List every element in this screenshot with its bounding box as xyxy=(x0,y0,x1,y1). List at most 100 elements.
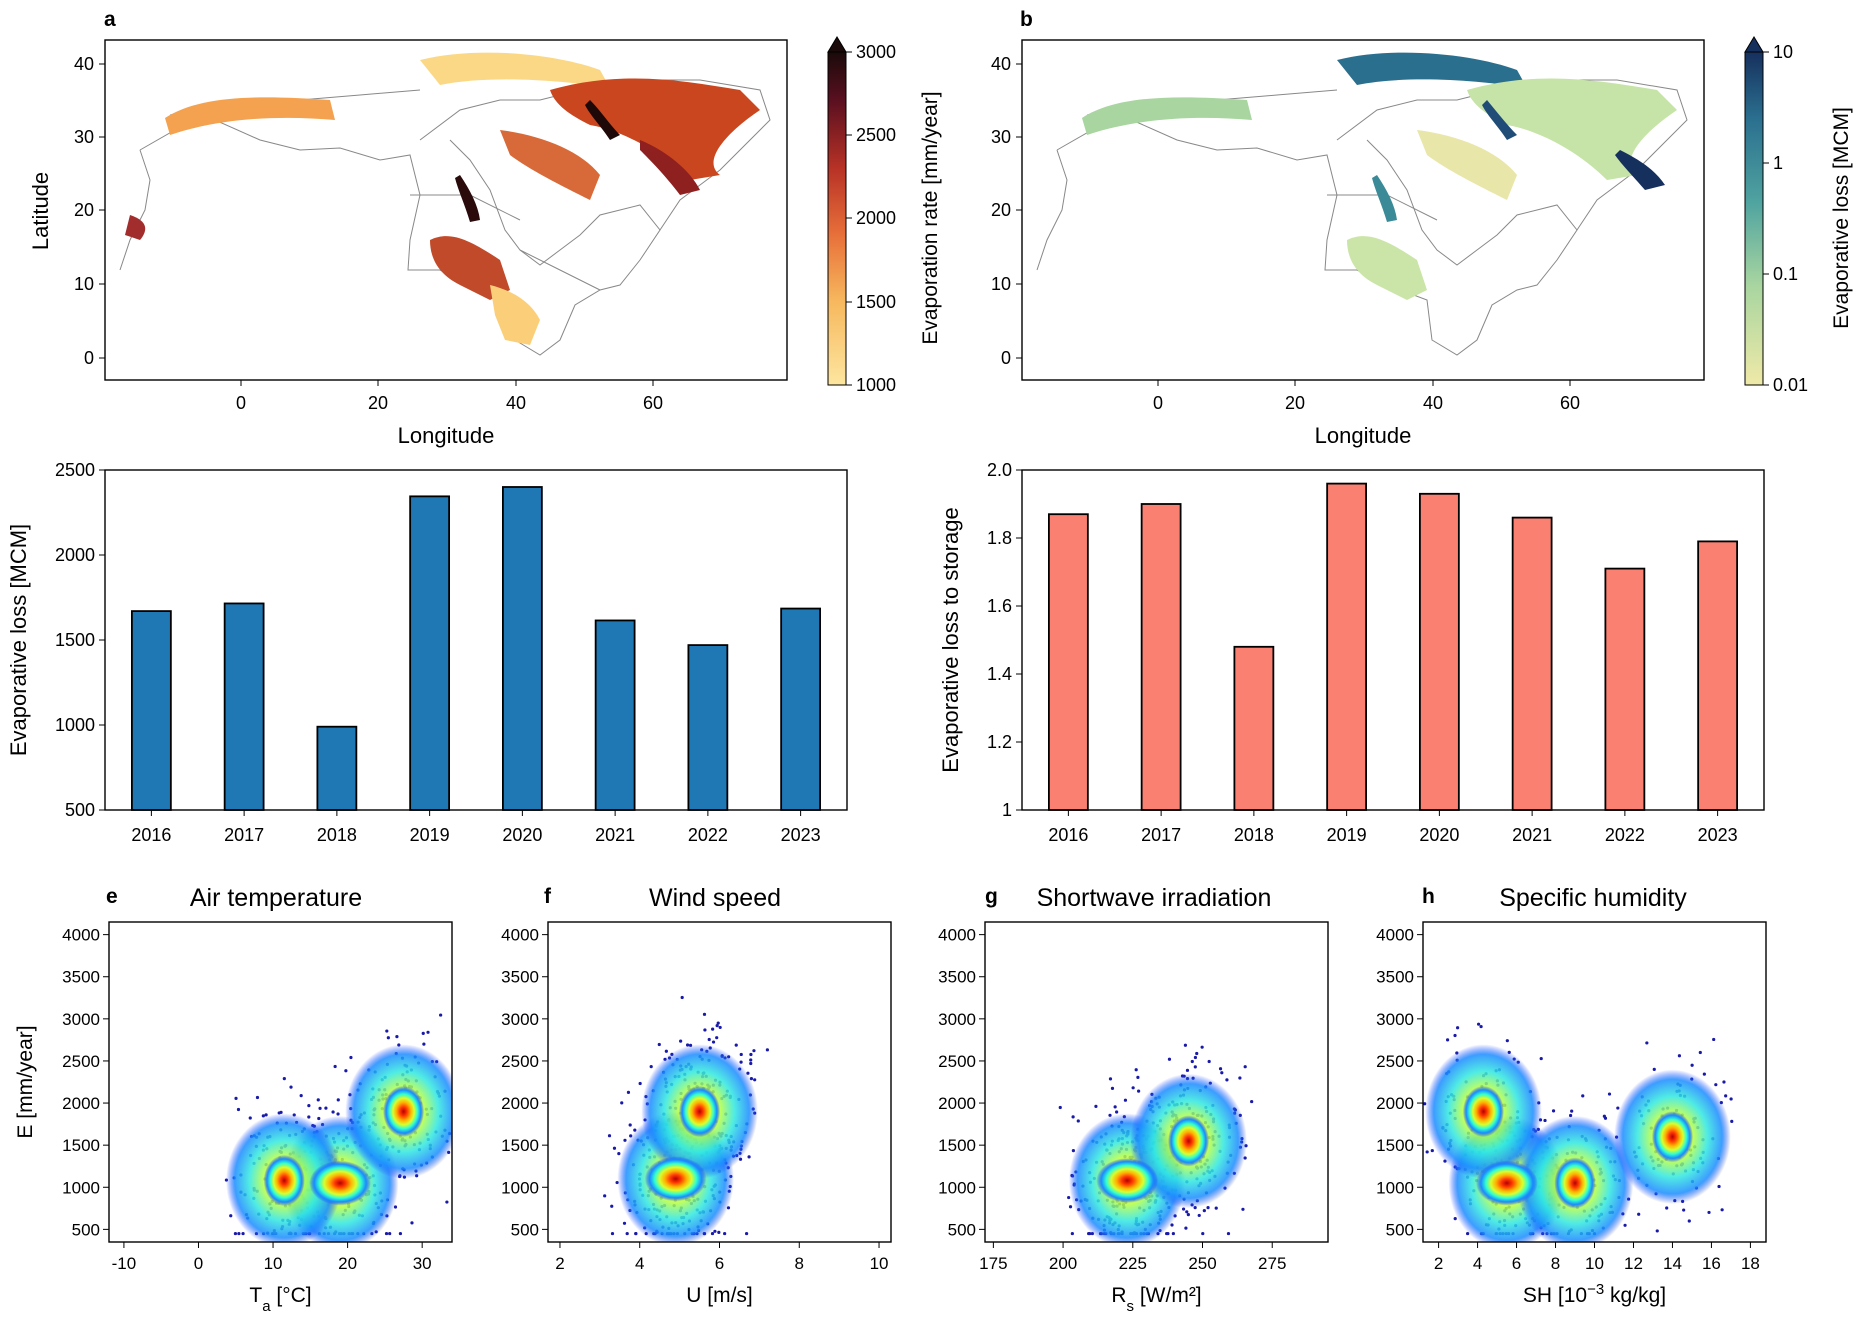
density-peak xyxy=(644,1156,707,1202)
x-tick-label: 8 xyxy=(795,1254,804,1273)
density-peak xyxy=(1554,1157,1596,1209)
scatter-point xyxy=(317,1116,321,1121)
svg-text:60: 60 xyxy=(643,393,663,413)
scatter-panel-f: 2 4 6 8 10 500 1000 1500 2000 2500 3000 3500 4000 U [… xyxy=(501,921,892,1307)
scatter-point xyxy=(1455,1026,1460,1030)
bar xyxy=(1604,567,1646,811)
y-tick-label: 2500 xyxy=(55,460,95,480)
scatter-point xyxy=(1190,1059,1194,1064)
x-tick: 20 xyxy=(368,380,388,413)
scatter-panel-g: 175 200 225 250 275 500 1000 1500 2000 2500 3000 35… xyxy=(938,921,1329,1315)
scatter-point xyxy=(307,1115,311,1119)
density-peak xyxy=(309,1160,372,1206)
y-tick: 40 xyxy=(74,54,105,74)
colorbar-tick: 1 xyxy=(1763,153,1783,173)
scatter-point xyxy=(1637,1212,1641,1216)
y-tick: 0 xyxy=(1001,348,1022,368)
svg-text:1500: 1500 xyxy=(856,292,896,312)
scatter-point xyxy=(710,1231,715,1236)
bar xyxy=(223,602,265,811)
scatter-point xyxy=(718,1025,722,1030)
scatter-point xyxy=(439,1013,443,1017)
x-tick-label: 12 xyxy=(1624,1254,1643,1273)
x-tick: 60 xyxy=(643,380,663,413)
scatter-point xyxy=(634,1231,638,1236)
scatter-point xyxy=(344,1069,348,1073)
scatter-point xyxy=(1185,1068,1190,1072)
x-tick-label: 2017 xyxy=(224,825,264,845)
scatter-point xyxy=(336,1112,340,1116)
scatter-point xyxy=(1652,1067,1656,1071)
bar xyxy=(1233,645,1275,811)
bar xyxy=(1697,540,1739,811)
x-tick-label: 8 xyxy=(1551,1254,1560,1273)
scatter-plot-area xyxy=(603,995,769,1242)
y-tick-label: 1000 xyxy=(62,1178,100,1197)
svg-text:10: 10 xyxy=(1773,42,1793,62)
scatter-point xyxy=(1167,1057,1172,1061)
scatter-point xyxy=(1665,1206,1669,1210)
scatter-point xyxy=(385,1029,389,1033)
scatter-point xyxy=(1698,1050,1702,1055)
y-tick: 30 xyxy=(991,127,1022,147)
svg-text:30: 30 xyxy=(74,127,94,147)
x-tick-label: 2016 xyxy=(131,825,171,845)
scatter-point xyxy=(1136,1075,1140,1080)
panel-letter: b xyxy=(1020,8,1033,31)
y-tick: 20 xyxy=(74,200,105,220)
x-tick-label: 2023 xyxy=(1698,825,1738,845)
x-tick-label: 2019 xyxy=(1327,825,1367,845)
scatter-point xyxy=(289,1085,293,1089)
plot-frame xyxy=(104,469,848,811)
colorbar-tick: 3000 xyxy=(846,42,896,62)
colorbar: 1000 1500 2000 2500 3000 Evaporation rat… xyxy=(827,36,942,395)
x-axis-label: Ta [°C] xyxy=(249,1284,311,1315)
scatter-plot-area xyxy=(224,1013,452,1242)
x-axis-label: Rs [W/m²] xyxy=(1111,1284,1201,1315)
scatter-point xyxy=(1607,1092,1612,1096)
y-tick-label: 1000 xyxy=(938,1178,976,1197)
scatter-point xyxy=(1430,1148,1434,1153)
y-tick-label: 3500 xyxy=(62,968,100,987)
scatter-point xyxy=(255,1095,260,1100)
scatter-point xyxy=(1702,1072,1706,1076)
bar xyxy=(780,607,822,811)
y-tick: 0 xyxy=(84,348,105,368)
scatter-point xyxy=(324,1106,328,1110)
colorbar-label: Evaporative loss [MCM] xyxy=(1830,107,1853,329)
x-tick-label: 2018 xyxy=(1234,825,1274,845)
scatter-plot-area xyxy=(1423,1022,1734,1242)
scatter-point xyxy=(749,1058,753,1062)
scatter-point xyxy=(1087,1231,1091,1236)
y-tick-label: 1500 xyxy=(501,1136,539,1155)
scatter-point xyxy=(445,1200,449,1204)
scatter-panel-h: 2 4 6 8 10 12 14 16 18 500 1000 1500 2000 2500 3000 350… xyxy=(1376,921,1767,1307)
y-tick: 30 xyxy=(74,127,105,147)
x-tick: 40 xyxy=(1423,380,1443,413)
x-tick-label: 225 xyxy=(1119,1254,1147,1273)
scatter-point xyxy=(1539,1056,1543,1061)
scatter-point xyxy=(749,1061,753,1066)
scatter-point xyxy=(229,1214,233,1218)
scatter-point xyxy=(1195,1051,1199,1056)
panel-letter: h xyxy=(1422,885,1435,908)
scatter-point xyxy=(236,1107,241,1112)
y-tick-label: 500 xyxy=(72,1220,100,1239)
y-tick-label: 1500 xyxy=(55,630,95,650)
plot-frame xyxy=(984,921,1329,1243)
svg-text:0.01: 0.01 xyxy=(1773,375,1808,395)
scatter-point xyxy=(384,1231,389,1236)
y-tick-label: 2000 xyxy=(501,1094,539,1113)
x-tick-label: 2020 xyxy=(502,825,542,845)
evaporation-rate-field xyxy=(125,52,760,345)
scatter-point xyxy=(1218,1067,1223,1071)
scatter-point xyxy=(723,1231,727,1236)
scatter-point xyxy=(1581,1094,1585,1098)
scatter-point xyxy=(1551,1109,1556,1113)
scatter-point xyxy=(1131,1086,1135,1090)
scatter-point xyxy=(1724,1094,1728,1098)
x-axis-label: Longitude xyxy=(398,423,495,448)
scatter-point xyxy=(299,1093,303,1098)
x-tick-label: 2023 xyxy=(781,825,821,845)
